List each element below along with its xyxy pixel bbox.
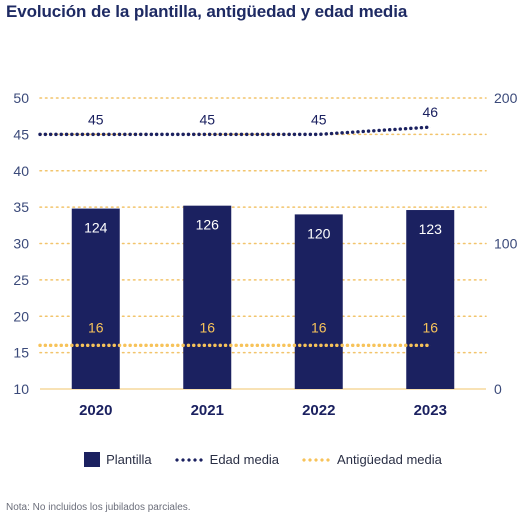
y-left-tick-label: 25 — [13, 272, 29, 288]
x-tick-label: 2021 — [191, 402, 224, 419]
bar-plantilla — [71, 208, 120, 389]
legend-swatch-plantilla — [84, 452, 101, 467]
y-left-tick-label: 45 — [13, 126, 29, 142]
x-tick-label: 2023 — [414, 402, 447, 419]
antiguedad-data-label: 16 — [311, 319, 327, 335]
y-left-tick-label: 50 — [13, 90, 29, 106]
bar-data-label: 126 — [196, 217, 220, 233]
legend-swatch-antiguedad — [301, 457, 332, 462]
y-right-tick-label: 100 — [494, 236, 518, 252]
bar-plantilla — [183, 205, 232, 389]
x-tick-label: 2020 — [79, 402, 112, 419]
antiguedad-data-label: 16 — [199, 319, 215, 335]
y-left-tick-label: 20 — [13, 308, 29, 324]
edad-line — [38, 125, 432, 137]
edad-data-label: 45 — [311, 111, 327, 127]
bar-data-label: 123 — [419, 221, 443, 237]
legend-item-edad: Edad media — [173, 452, 280, 467]
footnote: Nota: No incluidos los jubilados parcial… — [6, 502, 191, 513]
bar-data-label: 124 — [84, 220, 108, 236]
bar-data-label: 120 — [307, 225, 331, 241]
y-left-tick-label: 35 — [13, 199, 29, 215]
combo-chart: 10 15 20 25 30 35 40 45 50 0 100 200 124 126 120 123 45 4… — [13, 90, 518, 419]
y-right-tick-label: 200 — [494, 90, 518, 106]
legend: Plantilla Edad media Antigüedad media — [0, 452, 526, 467]
chart-title: Evolución de la plantilla, antigüedad y … — [6, 2, 408, 21]
bar-plantilla — [406, 210, 455, 389]
y-left-tick-label: 40 — [13, 163, 29, 179]
edad-data-label: 45 — [199, 111, 215, 127]
legend-label-antiguedad: Antigüedad media — [337, 452, 442, 467]
antiguedad-data-label: 16 — [88, 319, 104, 335]
legend-item-plantilla: Plantilla — [84, 452, 152, 467]
legend-item-antiguedad: Antigüedad media — [301, 452, 442, 467]
legend-label-plantilla: Plantilla — [106, 452, 152, 467]
y-left-tick-label: 15 — [13, 345, 29, 361]
legend-label-edad: Edad media — [209, 452, 280, 467]
y-right-tick-label: 0 — [494, 381, 502, 397]
legend-swatch-edad — [173, 457, 204, 462]
y-left-tick-label: 30 — [13, 236, 29, 252]
bar-plantilla — [294, 214, 343, 389]
edad-data-label: 46 — [422, 104, 438, 120]
x-tick-label: 2022 — [302, 402, 335, 419]
y-left-tick-label: 10 — [13, 381, 29, 397]
edad-data-label: 45 — [88, 111, 104, 127]
antiguedad-data-label: 16 — [422, 319, 438, 335]
